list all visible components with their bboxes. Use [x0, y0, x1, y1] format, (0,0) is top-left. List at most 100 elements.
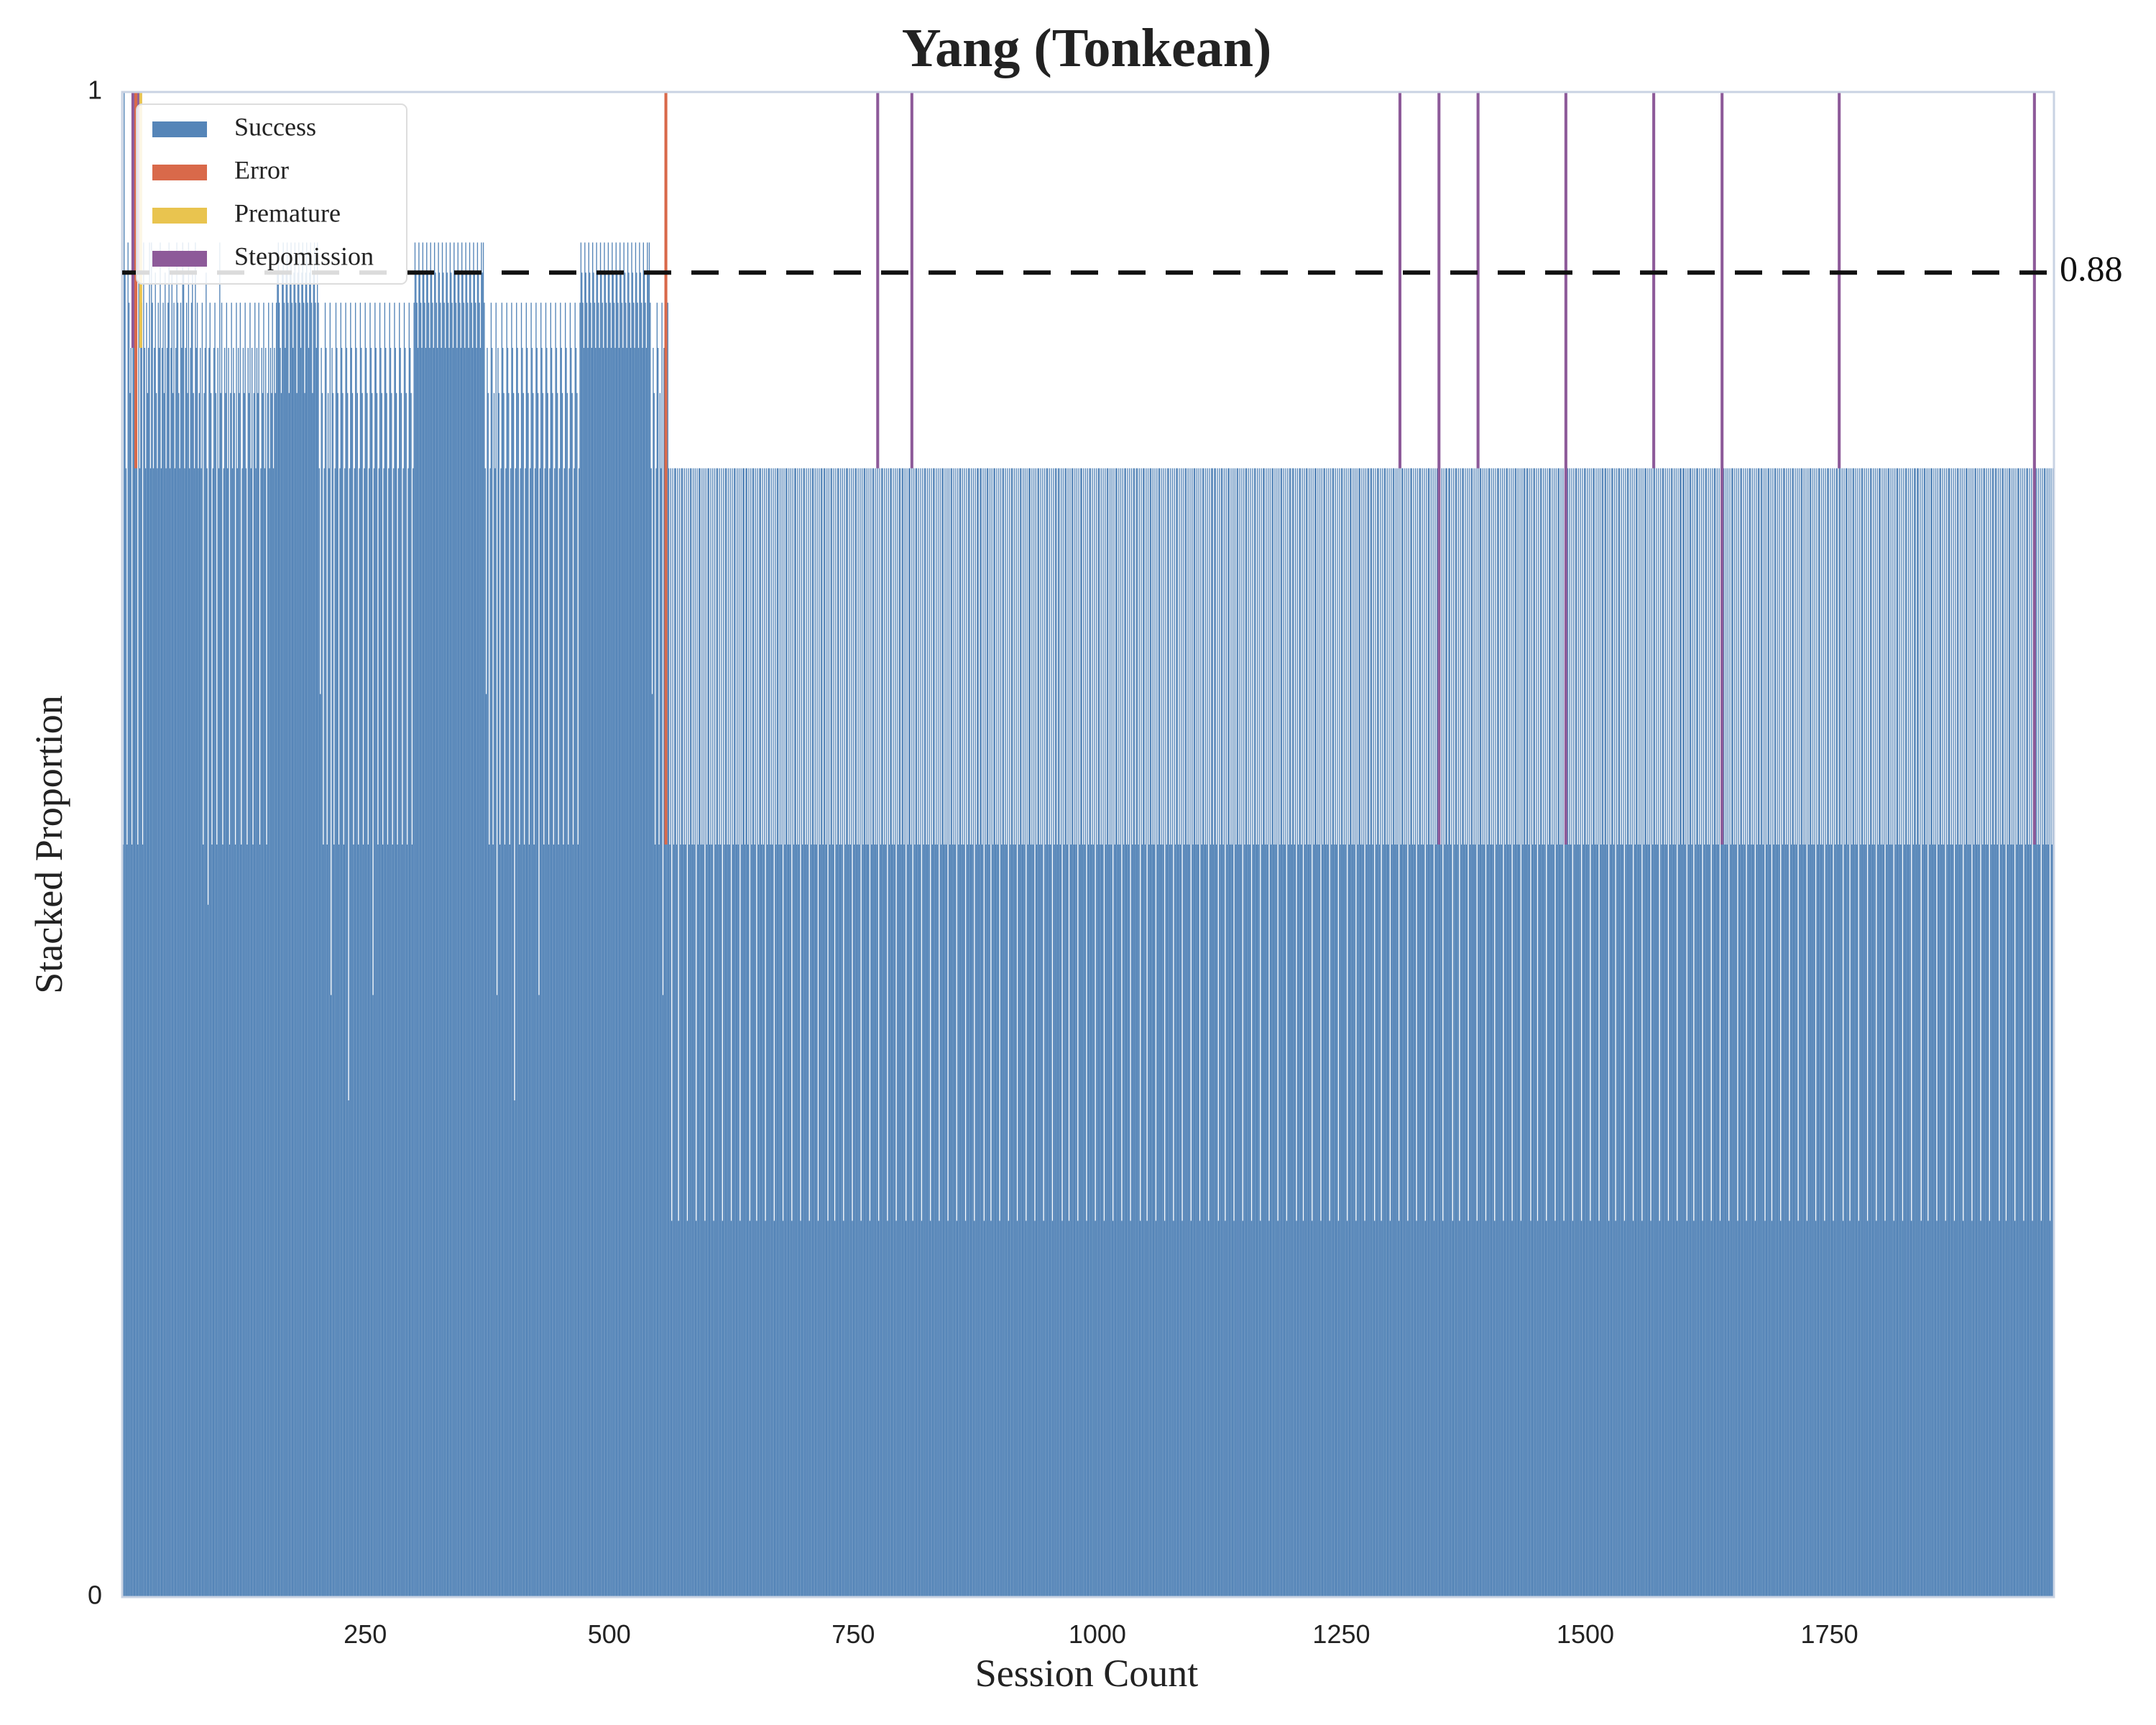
bar-success: [993, 468, 995, 1597]
bar-success: [367, 845, 369, 1597]
bar-success: [1148, 845, 1150, 1597]
bar-success: [1810, 468, 1812, 1597]
bar-success: [1108, 845, 1110, 1597]
bar-success: [770, 468, 772, 1597]
bar-success: [650, 468, 652, 1597]
bar-success: [1533, 468, 1534, 1597]
bar-success: [391, 392, 392, 1597]
bar-success: [812, 468, 814, 1597]
bar-success: [1547, 845, 1549, 1597]
bar-success: [525, 303, 527, 1597]
bar-success: [1105, 845, 1107, 1597]
bar-success: [1869, 468, 1871, 1597]
bar-success: [1683, 468, 1685, 1597]
bar-success: [1192, 845, 1194, 1597]
bar-success: [1865, 845, 1866, 1597]
bar-success: [873, 468, 875, 1597]
bar-success: [1964, 845, 1966, 1597]
bar-success: [336, 347, 338, 1598]
bar-success: [1658, 468, 1659, 1597]
bar-success: [870, 468, 872, 1597]
bar-success: [1978, 845, 1980, 1597]
bar-success: [1737, 1220, 1738, 1597]
bar-success: [1016, 1220, 1018, 1597]
bar-success: [1808, 845, 1810, 1597]
bar-success: [495, 303, 497, 1597]
bar-success: [1293, 468, 1294, 1597]
bar-success: [1524, 468, 1526, 1597]
bar-success: [1070, 845, 1072, 1597]
bar-success: [2018, 468, 2019, 1597]
bar-success: [1377, 468, 1378, 1597]
bar-success: [1391, 845, 1393, 1597]
legend-swatch-success: [152, 121, 207, 137]
bar-success: [1384, 468, 1386, 1597]
bar-success: [130, 347, 132, 1598]
bar-success: [1790, 845, 1792, 1597]
bar-success: [617, 303, 619, 1597]
bar-success: [1358, 468, 1360, 1597]
bar-success: [1069, 468, 1071, 1597]
bar-success: [279, 303, 280, 1597]
bar-success: [1080, 468, 1082, 1597]
bar-success: [1245, 468, 1247, 1597]
bar-success: [796, 845, 798, 1597]
bar-success: [1655, 845, 1657, 1597]
bar-success: [712, 468, 714, 1597]
bar-success: [1110, 845, 1112, 1597]
bar-success: [1647, 468, 1649, 1597]
bar-success: [1401, 468, 1403, 1597]
bar-success: [881, 468, 883, 1597]
bar-success: [1819, 468, 1820, 1597]
bar-success: [2023, 1220, 2024, 1597]
bar-success: [1434, 468, 1436, 1597]
bar-success: [1708, 468, 1709, 1597]
bar-success: [701, 468, 703, 1597]
bar-success: [740, 468, 742, 1597]
bar-success: [270, 347, 272, 1598]
bar-success: [601, 272, 602, 1597]
bar-success: [2035, 468, 2037, 1597]
bar-success: [1485, 1220, 1487, 1597]
bar-success: [1260, 1220, 1261, 1597]
bar-success: [374, 303, 376, 1597]
bar-success: [2038, 845, 2040, 1597]
bar-success: [983, 1220, 985, 1597]
bar-success: [552, 392, 553, 1597]
bar-success: [947, 1220, 949, 1597]
bar-success: [805, 845, 806, 1597]
bar-success: [1383, 468, 1385, 1597]
bar-success: [1208, 1220, 1210, 1597]
bar-success: [1405, 845, 1406, 1597]
bar-success: [1936, 1220, 1938, 1597]
bar-success: [1125, 468, 1126, 1597]
bar-success: [1696, 468, 1697, 1597]
bar-success: [1863, 845, 1864, 1597]
bar-success: [1746, 468, 1749, 1597]
bar-success: [1078, 468, 1079, 1597]
bar-success: [576, 392, 578, 1597]
bar-success: [1530, 1220, 1531, 1597]
bar-success: [1874, 468, 1876, 1597]
bar-success: [1981, 468, 1983, 1597]
bar-success: [459, 303, 461, 1597]
bar-success: [189, 468, 190, 1597]
bar-success: [2031, 468, 2032, 1597]
bar-success: [1248, 468, 1250, 1597]
bar-success: [370, 347, 372, 1598]
bar-success: [1012, 468, 1013, 1597]
bar-success: [863, 468, 865, 1597]
bar-success: [1677, 468, 1679, 1597]
bar-success: [1437, 468, 1439, 1597]
bar-success: [1468, 468, 1470, 1597]
bar-success: [1340, 468, 1342, 1597]
bar-success: [1802, 845, 1804, 1597]
bar-success: [1674, 845, 1676, 1597]
bar-success: [1094, 468, 1095, 1597]
bar-success: [1716, 468, 1718, 1597]
bar-success: [1692, 468, 1694, 1597]
bar-success: [832, 845, 834, 1597]
bar-success: [1659, 1220, 1660, 1597]
bar-success: [494, 468, 496, 1597]
bar-success: [541, 347, 543, 1598]
